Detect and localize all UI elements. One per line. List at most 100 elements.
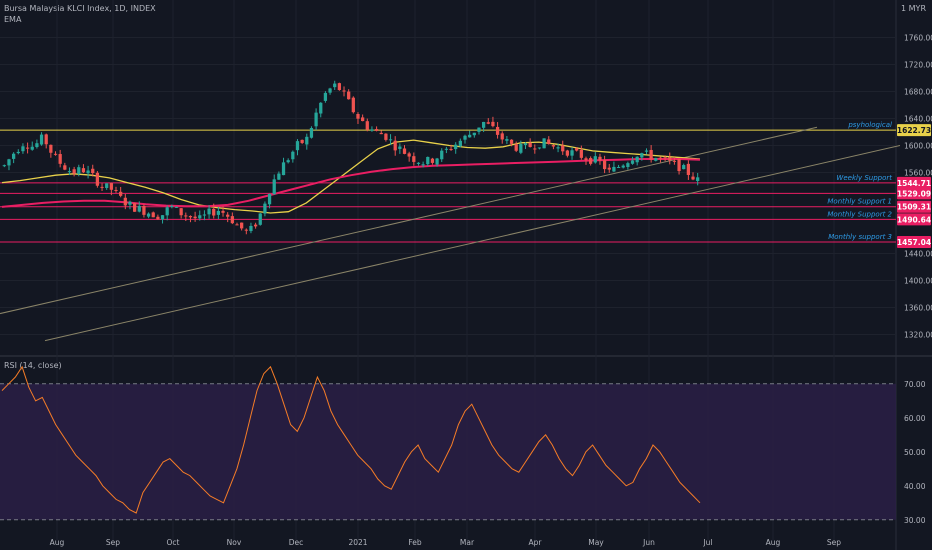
candle-body — [435, 158, 439, 165]
time-tick-label: 2021 — [348, 538, 367, 547]
candle-body — [212, 208, 216, 216]
level-price-label: 1509.31 — [897, 203, 931, 212]
rsi-tick-label: 30.00 — [904, 516, 926, 525]
candle-body — [565, 150, 570, 156]
level-annotation: Monthly Support 1 — [827, 198, 892, 206]
level-price-tag — [897, 235, 931, 248]
candle-body — [533, 148, 537, 150]
candle-body — [691, 176, 695, 180]
candle-body — [500, 133, 504, 140]
candle-body — [388, 139, 393, 141]
candle-body — [105, 183, 109, 188]
rsi-tick-label: 70.00 — [904, 380, 926, 389]
candle-body — [654, 158, 658, 161]
candle-body — [77, 167, 81, 174]
candle-body — [188, 216, 193, 218]
candle-body — [16, 151, 20, 154]
candle-body — [668, 157, 672, 161]
level-price-tag — [897, 213, 931, 226]
candle-body — [170, 205, 174, 207]
candle-body — [384, 133, 388, 140]
candle-body — [658, 157, 663, 159]
support-resistance-levels: psyhological 1622.73 Weekly Support 1544.71… — [0, 121, 931, 248]
candle-body — [370, 129, 374, 131]
candle-body — [314, 112, 318, 127]
candle-body — [640, 153, 644, 158]
level-price-tag — [897, 187, 931, 200]
candle-body — [226, 214, 230, 217]
candle-body — [481, 121, 486, 128]
candle-body — [682, 165, 686, 170]
price-tick-label: 1400.00 — [904, 277, 932, 286]
candle-body — [160, 215, 165, 220]
candle-body — [221, 210, 225, 213]
candle-body — [100, 186, 104, 188]
candle-body — [412, 156, 416, 162]
candle-body — [458, 140, 462, 147]
rsi-tick-label: 60.00 — [904, 414, 926, 423]
trendline — [44, 145, 901, 342]
candle-body — [165, 207, 169, 216]
time-tick-label: Oct — [167, 538, 180, 547]
candle-body — [347, 91, 351, 100]
time-tick-label: Sep — [827, 538, 841, 547]
candle-body — [174, 206, 179, 208]
indicator-label: EMA — [4, 15, 22, 24]
candle-body — [612, 166, 616, 172]
candle-body — [244, 229, 248, 231]
rsi-pane: 70.00 60.00 50.00 40.00 30.00 RSI (14, close) — [0, 361, 926, 525]
time-tick-label: Aug — [50, 538, 65, 547]
level-price-label: 1544.71 — [897, 179, 931, 188]
candle-body — [300, 139, 304, 143]
candle-body — [672, 160, 677, 162]
candle-body — [342, 90, 346, 92]
time-tick-label: Apr — [529, 538, 543, 547]
candle-body — [337, 83, 341, 91]
candle-body — [542, 138, 546, 149]
candle-body — [495, 126, 500, 135]
ema-slow-line — [1, 158, 701, 208]
candle-body — [235, 224, 239, 226]
candle-body — [291, 151, 295, 160]
candle-body — [365, 121, 369, 130]
candle-body — [72, 169, 76, 174]
candle-body — [277, 173, 281, 180]
candle-body — [598, 156, 602, 161]
candle-body — [351, 97, 355, 113]
trendlines — [0, 126, 901, 342]
candle-body — [454, 144, 458, 150]
candle-body — [607, 167, 611, 170]
candle-body — [477, 127, 481, 132]
candle-body — [440, 150, 444, 160]
candle-body — [253, 224, 258, 227]
candle-body — [430, 158, 435, 163]
candle-body — [81, 168, 86, 173]
candles — [2, 80, 700, 235]
price-tick-label: 1320.00 — [904, 331, 932, 340]
candle-body — [7, 159, 11, 166]
candle-body — [44, 134, 48, 145]
price-tick-label: 1720.00 — [904, 61, 932, 70]
candle-body — [361, 117, 365, 122]
candle-body — [286, 160, 290, 163]
level-annotation: Weekly Support — [836, 174, 892, 182]
price-tick-label: 1640.00 — [904, 115, 932, 124]
candle-body — [272, 179, 276, 195]
candle-body — [356, 113, 360, 119]
candle-body — [58, 154, 62, 164]
candle-body — [63, 165, 67, 170]
time-tick-label: Jul — [702, 538, 712, 547]
candle-body — [263, 203, 267, 214]
candle-body — [556, 147, 560, 149]
candle-body — [593, 156, 597, 163]
time-tick-label: May — [588, 538, 604, 547]
ema-fast-line — [1, 139, 701, 214]
currency-label: 1 MYR — [901, 4, 926, 13]
candle-body — [156, 216, 160, 220]
candle-body — [523, 143, 528, 146]
price-tick-label: 1440.00 — [904, 250, 932, 259]
candle-body — [216, 210, 221, 215]
candle-body — [635, 156, 639, 163]
candle-body — [305, 136, 309, 145]
